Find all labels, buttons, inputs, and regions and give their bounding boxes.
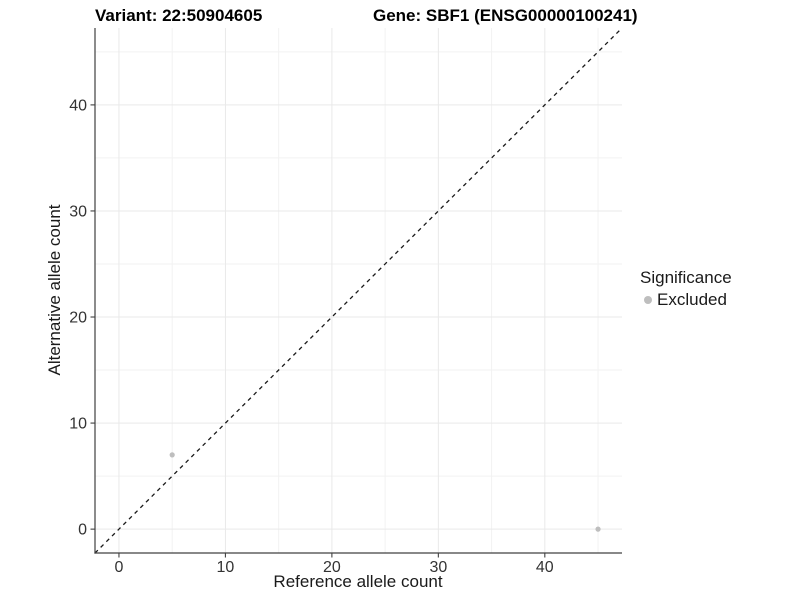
gene-title: Gene: SBF1 (ENSG00000100241) — [373, 6, 638, 25]
y-tick-label: 30 — [69, 203, 87, 220]
x-tick-label: 0 — [115, 559, 124, 576]
y-tick-label: 10 — [69, 416, 87, 433]
excluded-point-icon — [644, 296, 652, 304]
legend-item-label: Excluded — [657, 290, 727, 309]
x-tick-label: 30 — [429, 559, 447, 576]
y-tick-label: 20 — [69, 310, 87, 327]
y-axis-title: Alternative allele count — [45, 204, 64, 376]
data-point — [169, 452, 175, 458]
x-axis-title: Reference allele count — [273, 572, 443, 591]
identity-line — [94, 27, 623, 554]
y-tick-label: 0 — [78, 522, 87, 539]
legend-item-excluded: Excluded — [640, 290, 732, 310]
x-tick-label: 40 — [536, 559, 554, 576]
data-point — [595, 526, 601, 532]
x-tick-label: 10 — [217, 559, 235, 576]
y-tick-label: 40 — [69, 97, 87, 114]
x-tick-label: 20 — [323, 559, 341, 576]
legend-title: Significance — [640, 268, 732, 287]
variant-title: Variant: 22:50904605 — [95, 6, 263, 25]
legend: Significance Excluded — [640, 268, 732, 310]
